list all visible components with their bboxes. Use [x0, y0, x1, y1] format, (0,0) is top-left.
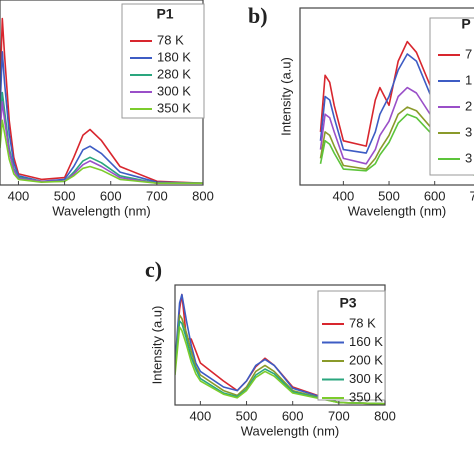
y-axis-label: Intensity (a.u)	[278, 57, 293, 136]
legend-label: 200 K	[349, 352, 383, 367]
legend-label: 78 K	[349, 315, 376, 330]
legend-label: 3	[465, 150, 472, 165]
series-line	[175, 326, 385, 405]
x-tick-label: 800	[192, 188, 214, 203]
legend-label: 300 K	[157, 83, 191, 98]
panel-label: c)	[145, 257, 162, 282]
legend-title: P1	[156, 6, 173, 22]
series-line	[175, 293, 385, 405]
legend-label: 3	[465, 124, 472, 139]
x-tick-label: 600	[282, 408, 304, 423]
series-line	[175, 314, 385, 405]
legend-title: P3	[339, 295, 356, 311]
legend-title: P	[461, 16, 470, 32]
x-tick-label: 400	[333, 188, 355, 203]
plot-frame	[299, 7, 474, 186]
x-tick-label: 700	[146, 188, 168, 203]
x-tick-label: 400	[8, 188, 30, 203]
x-axis-label: Wavelength (nm)	[241, 423, 340, 438]
x-tick-label: 500	[236, 408, 258, 423]
series-line	[175, 320, 385, 405]
plot	[175, 293, 385, 405]
legend-label: 280 K	[157, 66, 191, 81]
y-axis-label: Intensity (a.u)	[149, 306, 164, 385]
legend-label: 350 K	[349, 389, 383, 404]
x-tick-label: 800	[374, 408, 396, 423]
panel-label: b)	[248, 3, 268, 28]
legend-label: 7	[465, 46, 472, 61]
x-tick-label: 700	[469, 188, 474, 203]
series-line	[0, 119, 203, 184]
series-line	[0, 17, 203, 184]
legend-label: 350 K	[157, 100, 191, 115]
legend-label: 300 K	[349, 371, 383, 386]
legend-box	[317, 290, 386, 401]
x-axis-label: Wavelength (nm)	[348, 203, 447, 218]
x-tick-label: 600	[100, 188, 122, 203]
legend-label: 78 K	[157, 32, 184, 47]
legend-label: 2	[465, 98, 472, 113]
x-tick-label: 600	[424, 188, 446, 203]
legend-box	[121, 3, 205, 119]
legend-label: 160 K	[349, 334, 383, 349]
x-tick-label: 400	[190, 408, 212, 423]
legend-box	[429, 17, 474, 176]
x-tick-label: 700	[328, 408, 350, 423]
x-tick-label: 500	[54, 188, 76, 203]
x-axis-label: Wavelength (nm)	[52, 203, 151, 218]
legend-label: 180 K	[157, 49, 191, 64]
x-tick-label: 500	[378, 188, 400, 203]
series-line	[0, 51, 203, 184]
legend-label: 1	[465, 72, 472, 87]
